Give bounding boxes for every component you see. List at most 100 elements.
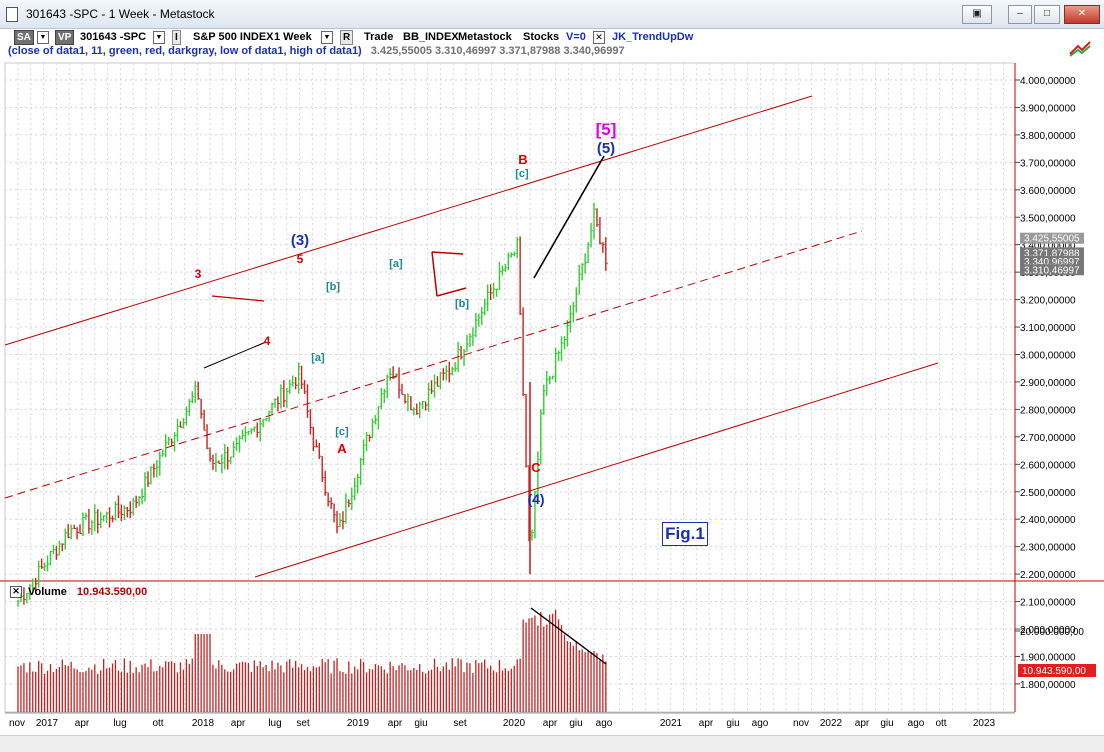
price-tick-label: 1.900,00000 xyxy=(1020,652,1076,663)
restore-icon-button[interactable]: ▣ xyxy=(962,5,992,24)
price-tick-label: 2.600,00000 xyxy=(1020,460,1076,471)
volume-divergence-line xyxy=(530,607,607,665)
price-tick-label: 2.100,00000 xyxy=(1020,598,1076,609)
triangle-line xyxy=(211,295,265,302)
wave-label: (4) xyxy=(527,491,544,507)
v-label: V=0 xyxy=(566,31,586,43)
maximize-button[interactable]: □ xyxy=(1034,5,1060,24)
price-tick-label: 3.600,00000 xyxy=(1020,186,1076,197)
source-label: Metastock xyxy=(458,31,512,43)
symbol-label: 301643 -SPC xyxy=(80,31,147,43)
price-tick-label: 2.700,00000 xyxy=(1020,433,1076,444)
time-tick-label: giu xyxy=(726,718,739,729)
wave-label: 3 xyxy=(195,267,202,281)
time-tick-label: 2019 xyxy=(347,718,370,729)
triangle-line xyxy=(436,287,467,297)
close-button[interactable]: ✕ xyxy=(1064,5,1100,24)
price-tick-label: 2.900,00000 xyxy=(1020,378,1076,389)
price-tick-label: 2.800,00000 xyxy=(1020,405,1076,416)
time-tick-label: apr xyxy=(699,718,714,729)
trend-arrows-icon[interactable] xyxy=(1068,40,1092,58)
time-tick-label: lug xyxy=(268,718,281,729)
time-tick-label: apr xyxy=(231,718,246,729)
time-tick-label: 2021 xyxy=(660,718,683,729)
time-tick-label: 2018 xyxy=(192,718,215,729)
price-flag-label: 3.340,96997 xyxy=(1024,257,1080,268)
indicator-params: (close of data1, 11, green, red, darkgra… xyxy=(8,45,362,57)
price-tick-label: 3.400,00000 xyxy=(1020,241,1076,252)
chart-area xyxy=(4,62,1016,713)
wave-label: [b] xyxy=(455,298,469,310)
time-tick-label: apr xyxy=(388,718,403,729)
time-tick-label: giu xyxy=(880,718,893,729)
trade-label: Trade xyxy=(364,31,394,43)
sa-button[interactable]: SA xyxy=(14,30,34,45)
i-button[interactable]: I xyxy=(172,30,181,45)
wave-label: 4 xyxy=(264,334,271,348)
price-tick-label: 3.500,00000 xyxy=(1020,213,1076,224)
index-label: BB_INDEX xyxy=(403,31,459,43)
channel-lower-line xyxy=(254,362,939,578)
remove-indicator-icon[interactable]: ✕ xyxy=(593,31,605,44)
time-tick-label: ott xyxy=(152,718,163,729)
time-tick-label: nov xyxy=(9,718,25,729)
price-tick-label: 4.000,00000 xyxy=(1020,76,1076,87)
price-tick-label: 2.000,00000 xyxy=(1020,625,1076,636)
document-icon xyxy=(6,7,18,22)
price-tick-label: 3.000,00000 xyxy=(1020,351,1076,362)
price-tick-label: 2.500,00000 xyxy=(1020,488,1076,499)
volume-header: ✕ Volume 10.943.590,00 xyxy=(10,586,147,599)
r-button[interactable]: R xyxy=(340,30,354,45)
wave-label: B xyxy=(518,152,527,167)
close-volume-icon[interactable]: ✕ xyxy=(10,586,22,599)
wave-label: [b] xyxy=(326,281,340,293)
triangle-line xyxy=(431,251,438,297)
wave-label: [c] xyxy=(515,168,529,180)
time-tick-label: set xyxy=(296,718,310,729)
price-tick-label: 3.700,00000 xyxy=(1020,158,1076,169)
triangle-line xyxy=(203,341,267,369)
volume-title: Volume xyxy=(28,586,67,598)
time-tick-label: lug xyxy=(113,718,126,729)
period-dropdown-icon[interactable]: ▼ xyxy=(321,31,333,44)
vp-button[interactable]: VP xyxy=(55,30,75,45)
volume-tick-label: 20.000.000,00 xyxy=(1020,627,1084,638)
time-tick-label: ago xyxy=(596,718,613,729)
price-tick-label: 2.300,00000 xyxy=(1020,543,1076,554)
indicator-legend: (close of data1, 11, green, red, darkgra… xyxy=(8,45,625,57)
price-flag xyxy=(1020,232,1084,244)
wave-label: 5 xyxy=(297,252,304,266)
price-tick-label: 3.100,00000 xyxy=(1020,323,1076,334)
wave-label: [a] xyxy=(311,352,325,364)
period-label: 1 Week xyxy=(274,31,312,43)
time-tick-label: apr xyxy=(75,718,90,729)
volume-flag-label: 10.943.590,00 xyxy=(1022,666,1086,677)
price-flag-label: 3.310,46997 xyxy=(1024,265,1080,276)
wave-label: [c] xyxy=(335,426,349,438)
figure-label: Fig.1 xyxy=(662,522,708,546)
time-tick-label: giu xyxy=(569,718,582,729)
window-titlebar: 301643 -SPC - 1 Week - Metastock ▣ – □ ✕ xyxy=(0,0,1104,29)
wave-label: (5) xyxy=(597,140,615,157)
instrument-label: S&P 500 INDEX xyxy=(193,31,274,43)
symbol-dropdown-icon[interactable]: ▼ xyxy=(153,31,165,44)
wave-label: (3) xyxy=(291,232,309,249)
window-title: 301643 -SPC - 1 Week - Metastock xyxy=(26,7,215,21)
time-tick-label: apr xyxy=(855,718,870,729)
kind-label: Stocks xyxy=(523,31,560,43)
price-tick-label: 2.200,00000 xyxy=(1020,570,1076,581)
time-tick-label: ago xyxy=(908,718,925,729)
price-tick-label: 3.200,00000 xyxy=(1020,296,1076,307)
minimize-button[interactable]: – xyxy=(1008,5,1032,24)
time-tick-label: set xyxy=(453,718,467,729)
sa-dropdown-icon[interactable]: ▼ xyxy=(37,31,49,44)
price-tick-label: 3.800,00000 xyxy=(1020,131,1076,142)
time-tick-label: ago xyxy=(752,718,769,729)
trend-line xyxy=(533,155,605,279)
price-flag xyxy=(1020,264,1084,276)
time-tick-label: 2023 xyxy=(973,718,996,729)
price-flag-label: 3.371,87988 xyxy=(1024,248,1080,259)
price-tick-label: 3.900,00000 xyxy=(1020,103,1076,114)
horizontal-scrollbar[interactable] xyxy=(0,735,1104,752)
